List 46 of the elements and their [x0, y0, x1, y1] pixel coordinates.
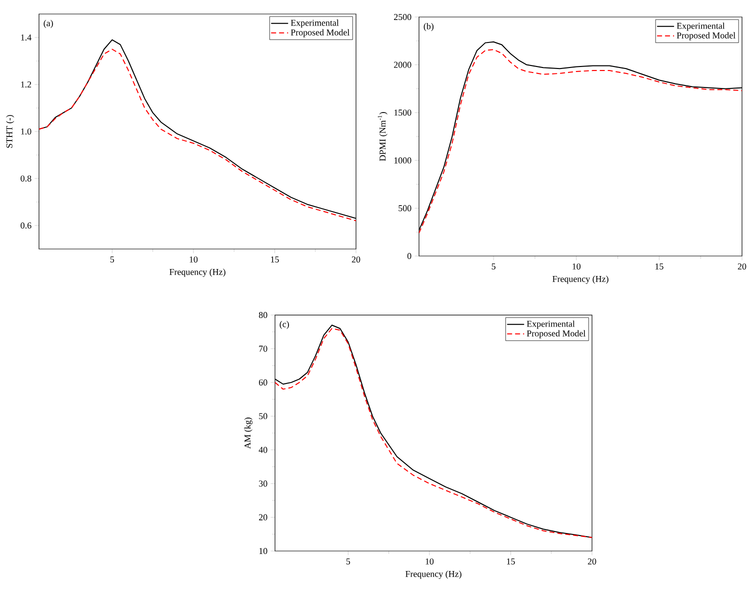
- y-tick-label: 30: [259, 480, 268, 487]
- x-tick-label: 5: [110, 256, 114, 262]
- legend-label: Experimental: [676, 22, 725, 31]
- y-tick-label: 1.0: [21, 128, 32, 135]
- x-tick-label: 20: [352, 256, 360, 262]
- y-tick-label: 500: [398, 205, 412, 212]
- x-tick-label: 10: [572, 263, 581, 270]
- y-tick-label: 50: [259, 413, 268, 420]
- y-axis-title: DPMI (Nm$^{-1}$): [378, 112, 388, 162]
- annotation: (c): [280, 320, 289, 330]
- y-tick-label: 0: [407, 252, 412, 260]
- x-tick-label: 10: [426, 558, 434, 565]
- y-tick-label: 2500: [394, 14, 412, 20]
- y-tick-label: 80: [258, 312, 268, 318]
- y-tick-label: 20: [258, 514, 268, 520]
- annotation: (b): [424, 22, 434, 32]
- x-tick-label: 10: [190, 256, 198, 262]
- x-axis-title: Frequency (Hz): [170, 268, 226, 277]
- y-tick-label: 0.6: [20, 222, 32, 229]
- y-tick-label: 1.2: [21, 81, 32, 88]
- x-tick-label: 15: [655, 263, 664, 270]
- y-tick-label: 10: [259, 548, 268, 554]
- legend-label: Proposed Model: [526, 330, 586, 338]
- y-tick-label: 60: [258, 379, 268, 386]
- annotation: (a): [44, 20, 53, 28]
- y-tick-label: 1.4: [21, 34, 32, 41]
- x-axis-title: Frequency (Hz): [552, 276, 608, 284]
- x-tick-label: 5: [492, 263, 496, 270]
- y-tick-label: 40: [258, 446, 268, 453]
- legend-label: Proposed Model: [676, 32, 736, 40]
- x-tick-label: 15: [271, 256, 279, 262]
- y-tick-label: 1500: [394, 110, 412, 116]
- y-axis-title: STHT (-): [6, 115, 14, 148]
- y-tick-label: 70: [259, 346, 268, 352]
- y-tick-label: 1000: [394, 157, 412, 164]
- legend-label: Proposed Model: [290, 29, 350, 38]
- x-tick-label: 20: [738, 263, 746, 270]
- y-axis-title: AM (kg): [244, 418, 252, 449]
- x-axis-title: Frequency (Hz): [406, 570, 462, 579]
- x-tick-label: 20: [588, 558, 596, 565]
- legend-label: Experimental: [526, 320, 575, 329]
- y-tick-label: 0.8: [20, 175, 32, 182]
- x-tick-label: 15: [507, 558, 515, 564]
- legend-label: Experimental: [290, 20, 339, 28]
- x-tick-label: 5: [346, 558, 350, 564]
- y-tick-label: 2000: [394, 62, 412, 68]
